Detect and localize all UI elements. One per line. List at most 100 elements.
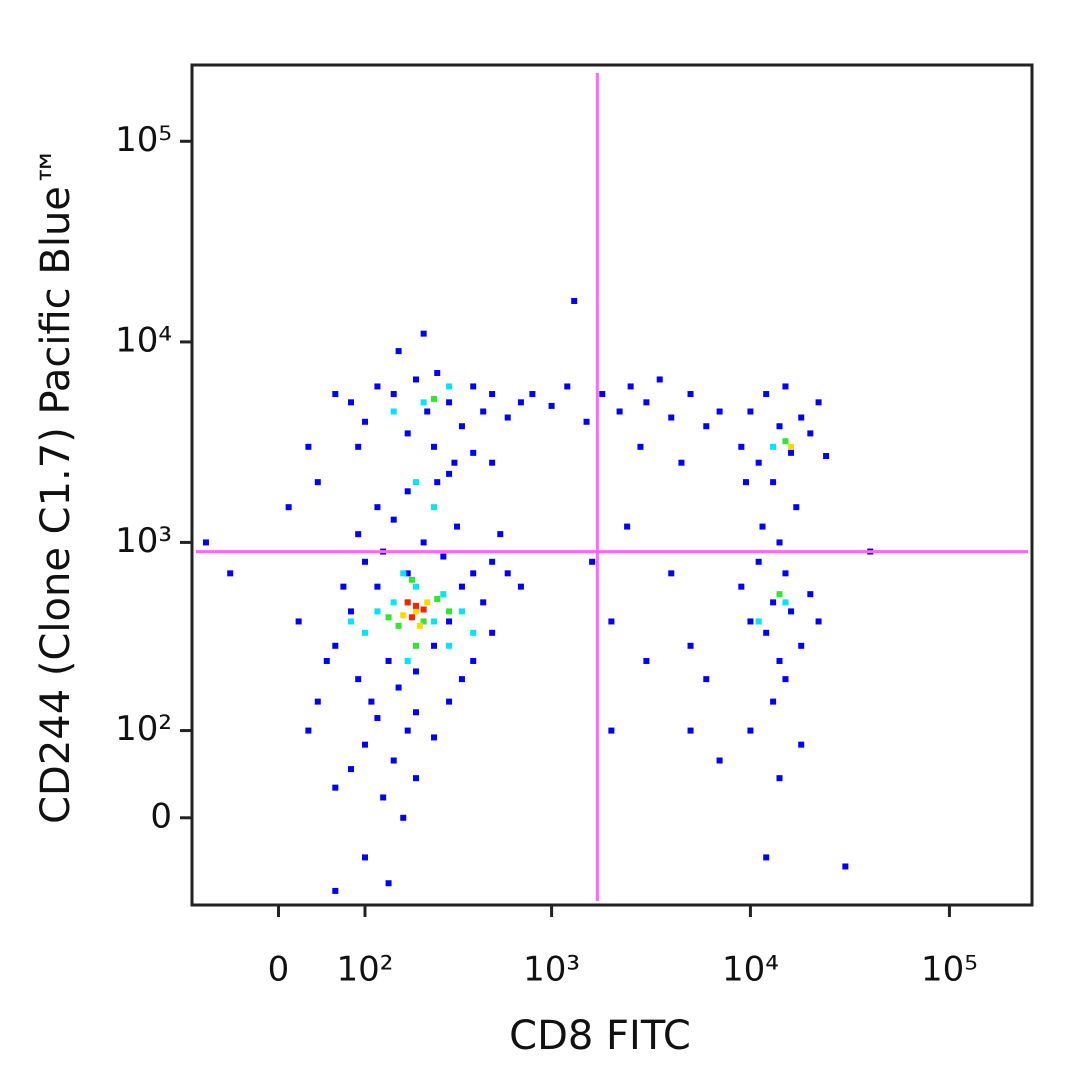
point: [770, 698, 777, 705]
point: [390, 757, 397, 764]
point: [413, 583, 420, 590]
y-tick-label: 10⁴: [115, 320, 172, 360]
point: [776, 775, 783, 782]
point: [763, 629, 770, 636]
y-tick-label: 10⁵: [115, 120, 172, 160]
point: [323, 657, 330, 664]
point: [446, 618, 453, 625]
point: [470, 629, 477, 636]
point: [374, 583, 381, 590]
point: [782, 676, 789, 683]
point: [431, 734, 438, 741]
point: [776, 423, 783, 430]
point: [747, 618, 754, 625]
point: [480, 408, 487, 415]
point: [368, 698, 375, 705]
y-axis-title: CD244 (Clone C1.7) Pacific Blue™: [33, 146, 79, 824]
point: [742, 479, 749, 486]
point: [497, 531, 504, 538]
point: [332, 784, 339, 791]
point: [404, 488, 411, 495]
point: [747, 408, 754, 415]
point: [798, 741, 805, 748]
point: [305, 727, 312, 734]
point: [413, 668, 420, 675]
point: [458, 608, 465, 615]
point: [348, 608, 355, 615]
point: [202, 539, 209, 546]
point: [517, 399, 524, 406]
point: [420, 330, 427, 337]
point: [413, 376, 420, 383]
point: [782, 599, 789, 606]
point: [489, 391, 496, 398]
point: [807, 591, 814, 598]
point: [285, 504, 292, 511]
point: [788, 443, 795, 450]
point: [842, 863, 849, 870]
point: [404, 727, 411, 734]
point: [431, 395, 438, 402]
point: [390, 391, 397, 398]
point: [332, 887, 339, 894]
point: [420, 539, 427, 546]
point: [759, 523, 766, 530]
point: [374, 383, 381, 390]
point: [413, 602, 420, 609]
point: [361, 854, 368, 861]
point: [529, 391, 536, 398]
point: [431, 618, 438, 625]
point: [589, 558, 596, 565]
point: [616, 408, 623, 415]
point: [413, 642, 420, 649]
point: [763, 854, 770, 861]
point: [458, 676, 465, 683]
point: [755, 558, 762, 565]
point: [470, 383, 477, 390]
point: [782, 570, 789, 577]
point: [380, 794, 387, 801]
point: [687, 391, 694, 398]
y-tick-label: 10³: [115, 521, 172, 561]
point: [390, 516, 397, 523]
plot-frame: [190, 63, 1034, 907]
point: [314, 698, 321, 705]
point: [374, 504, 381, 511]
point: [788, 449, 795, 456]
point: [413, 775, 420, 782]
point: [608, 618, 615, 625]
point: [571, 297, 578, 304]
y-tick-label: 10²: [115, 709, 172, 749]
point: [564, 383, 571, 390]
point: [489, 459, 496, 466]
point: [716, 757, 723, 764]
x-tick-label: 10⁵: [921, 950, 978, 990]
point: [424, 599, 431, 606]
point: [385, 880, 392, 887]
point: [643, 399, 650, 406]
point: [416, 622, 423, 629]
point: [489, 558, 496, 565]
point: [400, 570, 407, 577]
point: [770, 443, 777, 450]
point: [404, 657, 411, 664]
point: [755, 459, 762, 466]
point: [755, 618, 762, 625]
point: [793, 504, 800, 511]
point: [314, 479, 321, 486]
x-tick-label: 10³: [523, 950, 580, 990]
point: [431, 504, 438, 511]
point: [332, 642, 339, 649]
point: [395, 348, 402, 355]
point: [738, 443, 745, 450]
point: [385, 614, 392, 621]
point: [815, 399, 822, 406]
point: [440, 553, 447, 560]
point: [798, 642, 805, 649]
point: [668, 414, 675, 421]
point: [599, 391, 606, 398]
point: [458, 423, 465, 430]
point: [678, 459, 685, 466]
x-tick-label: 10⁴: [722, 950, 779, 990]
